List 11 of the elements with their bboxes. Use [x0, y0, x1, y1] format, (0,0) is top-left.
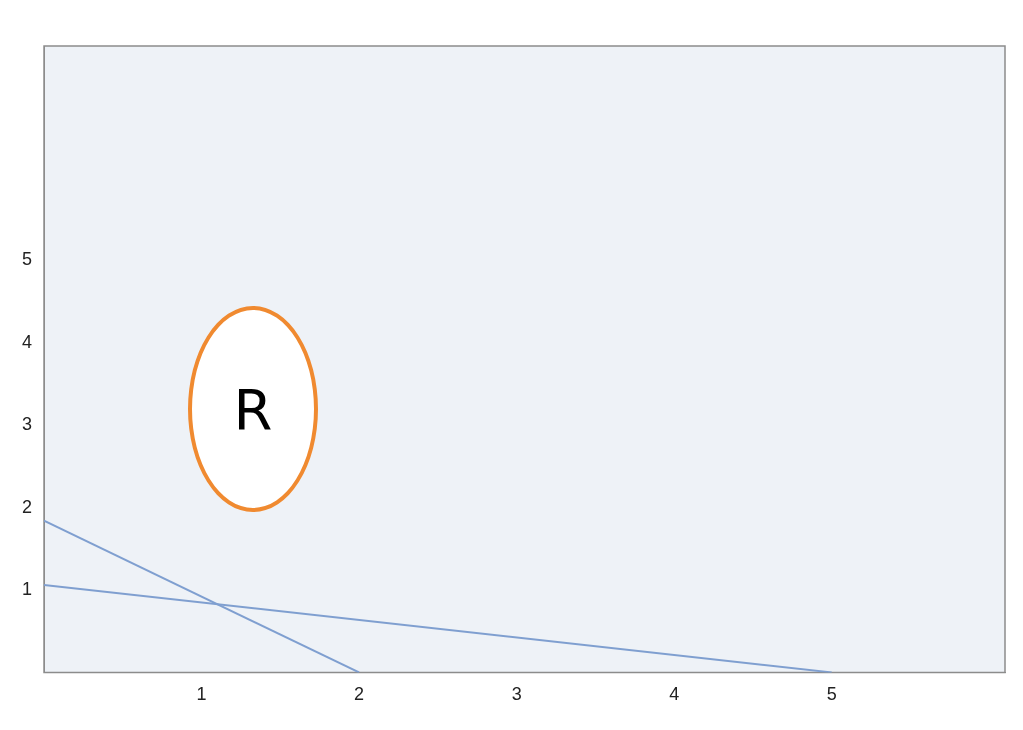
y-tick-label: 1: [22, 578, 33, 599]
y-tick-label: 2: [22, 496, 33, 517]
y-tick-label: 4: [22, 331, 33, 352]
x-tick-label: 1: [196, 684, 207, 705]
y-tick-label: 3: [22, 414, 33, 435]
x-tick-label: 3: [511, 684, 522, 705]
annotation: R: [233, 376, 273, 442]
y-tick-label: 5: [22, 249, 33, 270]
x-tick-label: 5: [826, 684, 837, 705]
x-tick-label: 4: [669, 684, 680, 705]
x-tick-label: 2: [354, 684, 365, 705]
